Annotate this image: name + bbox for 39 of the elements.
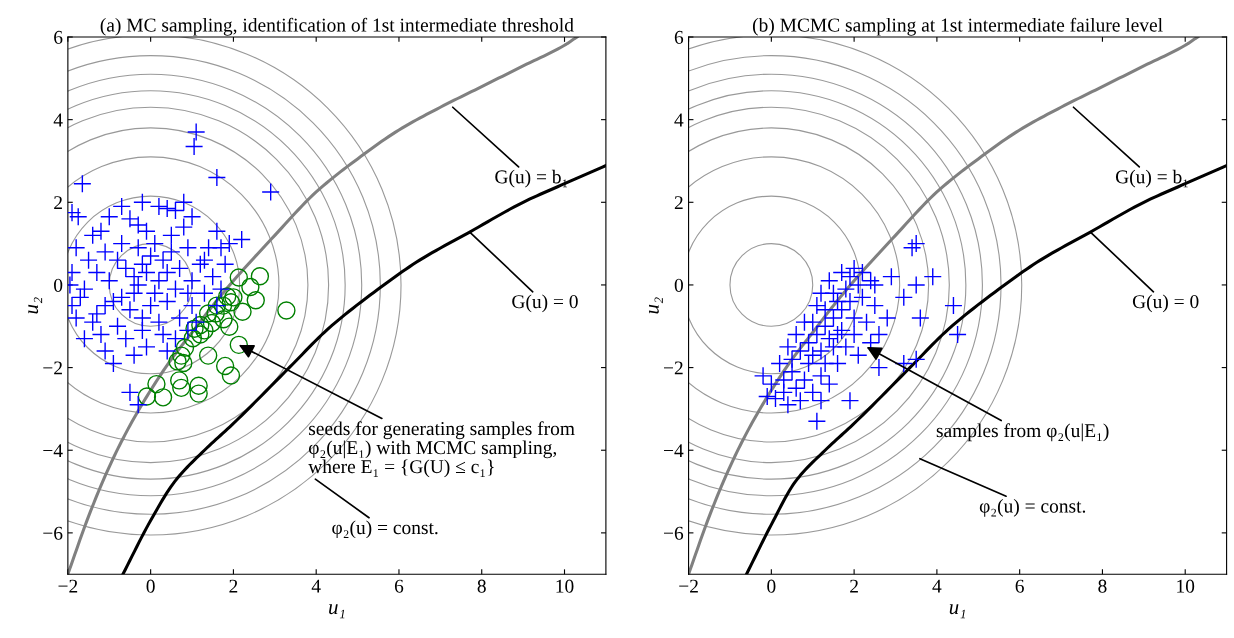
y-tick-label: 4	[674, 113, 684, 127]
annotation: G(u) = b₁	[495, 169, 567, 188]
chart-title: (a) MC sampling, identification of 1st intermediate threshold	[100, 17, 574, 36]
annotation: G(u) = 0	[512, 294, 578, 313]
x-tick-label: 0	[146, 579, 155, 593]
y-tick-label: 6	[54, 30, 63, 44]
x-tick-label: 10	[556, 579, 574, 593]
x-tick-label: 6	[394, 579, 404, 593]
x-tick-label: 6	[1015, 579, 1024, 593]
x-axis-title: u₁	[329, 604, 345, 619]
x-tick-label: 4	[311, 579, 321, 593]
y-tick-label: −6	[663, 526, 684, 540]
x-tick-label: 2	[229, 579, 238, 593]
y-tick-label: −6	[43, 526, 63, 540]
y-tick-label: 4	[53, 113, 63, 127]
chart-title: (b) MCMC sampling at 1st intermediate failure level	[752, 17, 1163, 36]
y-tick-label: 6	[674, 30, 684, 44]
y-tick-label: −4	[43, 444, 63, 457]
x-tick-label: 8	[477, 579, 486, 593]
y-tick-label: −2	[43, 361, 62, 375]
y-tick-label: 0	[54, 278, 63, 292]
y-tick-label: 2	[54, 196, 62, 210]
annotation: φ₂(u) = const.	[332, 520, 438, 539]
x-tick-label: 8	[1098, 579, 1107, 593]
y-axis-title: u₂	[28, 297, 43, 314]
y-axis-title: u₂	[649, 297, 663, 314]
y-tick-label: 2	[674, 196, 683, 210]
y-tick-label: −4	[663, 444, 684, 457]
x-tick-label: 4	[932, 579, 942, 593]
y-tick-label: −2	[663, 361, 683, 375]
annotation: samples from φ₂(u|E₁)	[936, 423, 1109, 442]
annotation: φ₂(u) = const.	[979, 498, 1086, 517]
x-tick-label: 10	[1177, 579, 1195, 593]
y-tick-label: 0	[674, 278, 683, 292]
x-axis-title: u₁	[949, 604, 966, 619]
annotation: G(u) = 0	[1132, 294, 1199, 313]
annotation: seeds for generating samples from φ₂(u|E₁) with MCMC sampling, where E₁ = {G(U) ≤ c₁}	[308, 421, 575, 478]
x-tick-label: 2	[850, 579, 858, 593]
x-tick-label: 0	[767, 579, 776, 593]
